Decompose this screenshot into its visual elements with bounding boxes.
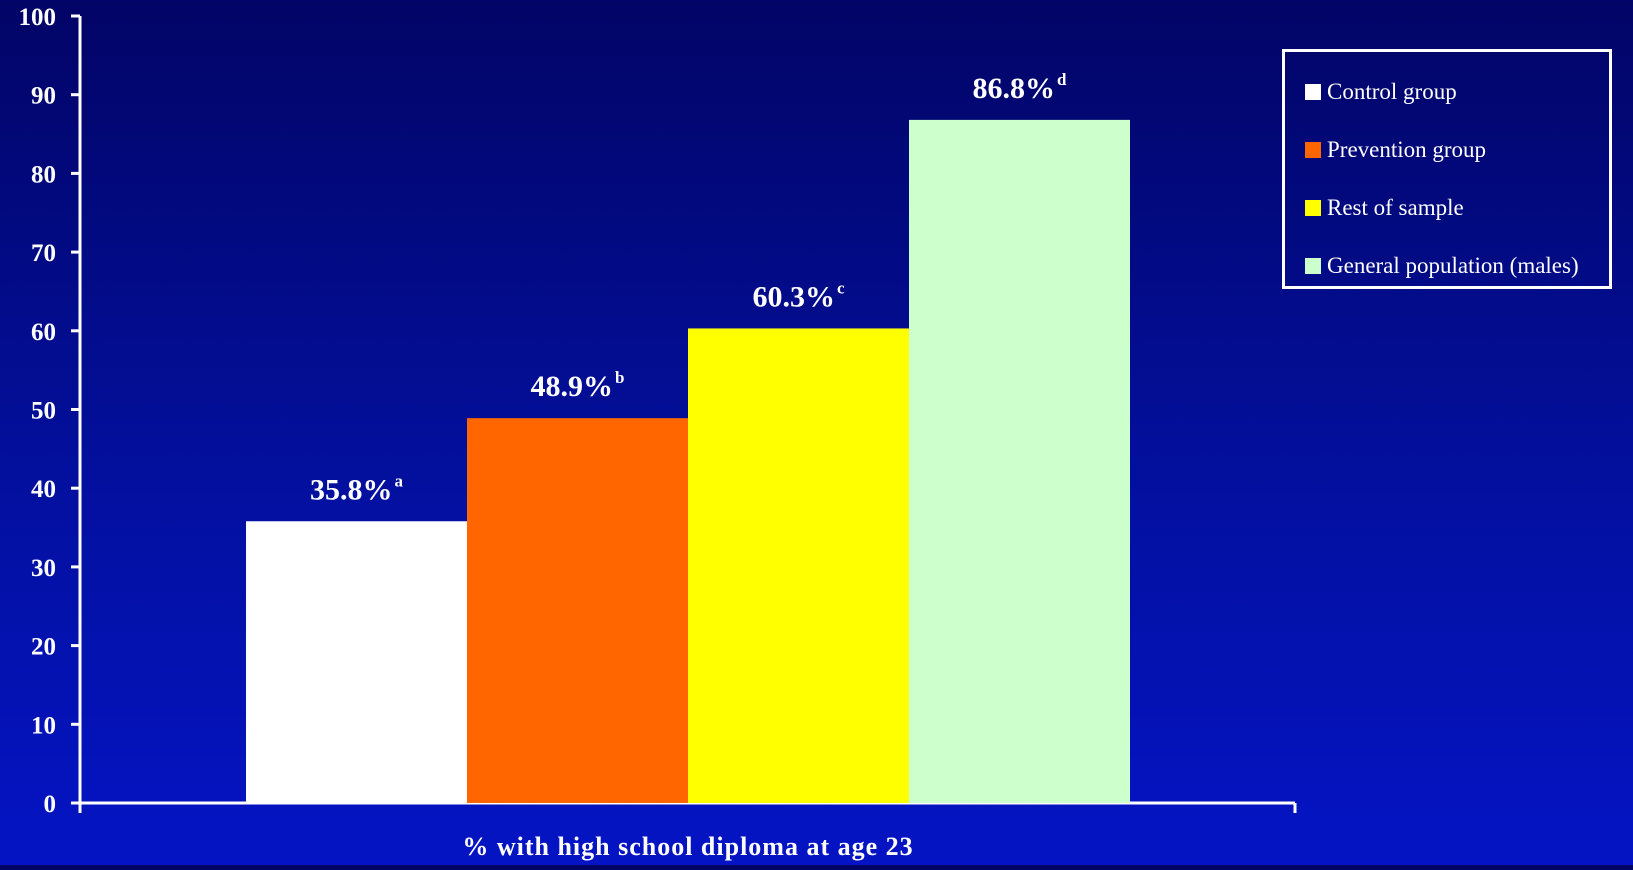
legend-swatch [1305, 258, 1321, 274]
legend-item: Rest of sample [1305, 179, 1609, 237]
bar-value-superscript: c [837, 278, 845, 297]
y-tick-label: 50 [31, 398, 56, 425]
bar-labels: 35.8% a 48.9% b 60.3% c 86.8% d [310, 70, 1067, 506]
legend-label: Control group [1327, 79, 1457, 104]
legend-item: Prevention group [1305, 121, 1609, 179]
y-tick-label: 90 [31, 83, 56, 110]
bar-value-superscript: d [1057, 70, 1067, 89]
y-tick-label: 30 [31, 555, 56, 582]
bar-general-population-males [909, 119, 1130, 803]
y-tick-label: 20 [31, 634, 56, 661]
legend-label: Prevention group [1327, 137, 1487, 162]
y-tick-label: 0 [44, 791, 57, 818]
bar-value-superscript: b [615, 368, 624, 387]
bar-value-label: 35.8% a [310, 471, 404, 506]
legend-swatch [1305, 200, 1321, 216]
legend-swatch [1305, 142, 1321, 158]
bar-rest-of-sample [688, 328, 909, 803]
y-axis: 0 10 20 30 40 50 60 70 80 90 100 [19, 4, 82, 818]
bar-value-label: 48.9% b [531, 368, 625, 403]
legend-label: General population (males) [1327, 253, 1579, 278]
y-tick-label: 80 [31, 161, 56, 188]
y-tick-label: 40 [31, 476, 56, 503]
bar-value-label: 86.8% d [973, 70, 1068, 105]
legend-swatch [1305, 84, 1321, 100]
bar-prevention-group [467, 418, 688, 803]
y-tick-label: 100 [19, 4, 57, 31]
y-tick-label: 60 [31, 319, 56, 346]
legend-label: Rest of sample [1327, 195, 1464, 220]
bars [246, 119, 1130, 803]
y-tick-label: 70 [31, 240, 56, 267]
bar-control-group [246, 521, 467, 803]
x-axis-label: % with high school diploma at age 23 [462, 832, 913, 861]
x-axis [71, 801, 1297, 813]
legend-item: General population (males) [1305, 237, 1609, 295]
legend: Control group Prevention group Rest of sam… [1282, 49, 1612, 289]
legend-item: Control group [1305, 63, 1609, 121]
bar-value-label: 60.3% c [752, 278, 845, 313]
bar-value-superscript: a [395, 471, 404, 490]
y-tick-label: 10 [31, 712, 56, 739]
